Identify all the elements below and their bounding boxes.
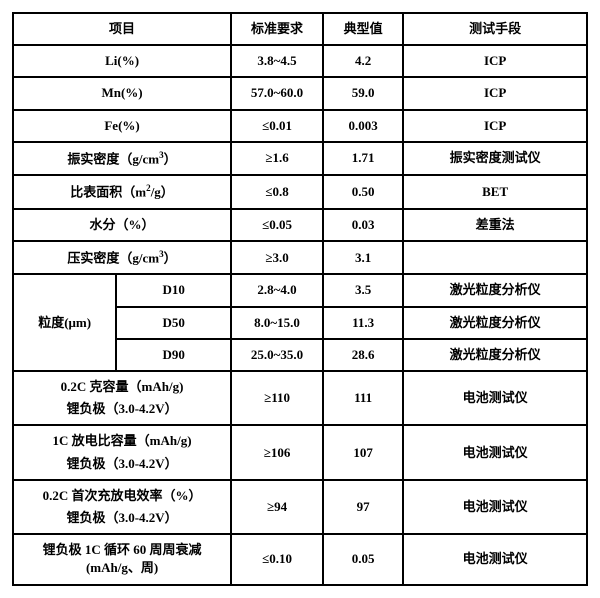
typical-cell: 0.50	[323, 175, 403, 209]
typical-cell: 28.6	[323, 339, 403, 371]
standard-cell: ≥3.0	[231, 241, 323, 275]
item-cell: Li(%)	[13, 45, 231, 77]
method-cell: 电池测试仪	[403, 425, 587, 479]
method-cell: 电池测试仪	[403, 534, 587, 584]
typical-cell: 0.003	[323, 110, 403, 142]
table-row: 1C 放电比容量（mAh/g)锂负极（3.0-4.2V）≥106107电池测试仪	[13, 425, 587, 479]
standard-cell: ≥106	[231, 425, 323, 479]
table-row: 水分（%）≤0.050.03差重法	[13, 209, 587, 241]
standard-cell: ≤0.05	[231, 209, 323, 241]
method-cell: 激光粒度分析仪	[403, 274, 587, 306]
particle-group-cell: 粒度(μm)	[13, 274, 116, 371]
table-row: 0.2C 首次充放电效率（%）锂负极（3.0-4.2V）≥9497电池测试仪	[13, 480, 587, 534]
method-cell: ICP	[403, 110, 587, 142]
standard-cell: ≥94	[231, 480, 323, 534]
particle-sub-cell: D50	[116, 307, 231, 339]
standard-cell: 8.0~15.0	[231, 307, 323, 339]
item-cell: 0.2C 克容量（mAh/g)锂负极（3.0-4.2V）	[13, 371, 231, 425]
typical-cell: 107	[323, 425, 403, 479]
method-cell: 振实密度测试仪	[403, 142, 587, 176]
table-row: 锂负极 1C 循环 60 周周衰减(mAh/g、周)≤0.100.05电池测试仪	[13, 534, 587, 584]
standard-cell: ≤0.10	[231, 534, 323, 584]
typical-cell: 97	[323, 480, 403, 534]
standard-cell: 2.8~4.0	[231, 274, 323, 306]
item-cell: Fe(%)	[13, 110, 231, 142]
item-cell: 振实密度（g/cm3）	[13, 142, 231, 176]
method-cell: 激光粒度分析仪	[403, 339, 587, 371]
table-row: Fe(%)≤0.010.003ICP	[13, 110, 587, 142]
method-cell: ICP	[403, 45, 587, 77]
header-typical: 典型值	[323, 13, 403, 45]
typical-cell: 59.0	[323, 77, 403, 109]
typical-cell: 4.2	[323, 45, 403, 77]
table-row: 0.2C 克容量（mAh/g)锂负极（3.0-4.2V）≥110111电池测试仪	[13, 371, 587, 425]
method-cell: 差重法	[403, 209, 587, 241]
typical-cell: 3.1	[323, 241, 403, 275]
item-cell: 锂负极 1C 循环 60 周周衰减(mAh/g、周)	[13, 534, 231, 584]
method-cell: 电池测试仪	[403, 480, 587, 534]
typical-cell: 1.71	[323, 142, 403, 176]
item-cell: 压实密度（g/cm3）	[13, 241, 231, 275]
standard-cell: ≤0.8	[231, 175, 323, 209]
table-row: 比表面积（m2/g）≤0.80.50BET	[13, 175, 587, 209]
standard-cell: 3.8~4.5	[231, 45, 323, 77]
spec-table: 项目 标准要求 典型值 测试手段 Li(%)3.8~4.54.2ICPMn(%)…	[12, 12, 588, 586]
standard-cell: ≥110	[231, 371, 323, 425]
header-item: 项目	[13, 13, 231, 45]
typical-cell: 0.05	[323, 534, 403, 584]
item-cell: 1C 放电比容量（mAh/g)锂负极（3.0-4.2V）	[13, 425, 231, 479]
header-row: 项目 标准要求 典型值 测试手段	[13, 13, 587, 45]
item-cell: 0.2C 首次充放电效率（%）锂负极（3.0-4.2V）	[13, 480, 231, 534]
item-cell: Mn(%)	[13, 77, 231, 109]
table-row: 振实密度（g/cm3）≥1.61.71振实密度测试仪	[13, 142, 587, 176]
table-row: Mn(%)57.0~60.059.0ICP	[13, 77, 587, 109]
standard-cell: ≥1.6	[231, 142, 323, 176]
header-method: 测试手段	[403, 13, 587, 45]
method-cell: BET	[403, 175, 587, 209]
particle-sub-cell: D10	[116, 274, 231, 306]
table-row: 压实密度（g/cm3）≥3.03.1	[13, 241, 587, 275]
method-cell: 电池测试仪	[403, 371, 587, 425]
typical-cell: 111	[323, 371, 403, 425]
method-cell: 激光粒度分析仪	[403, 307, 587, 339]
standard-cell: 57.0~60.0	[231, 77, 323, 109]
typical-cell: 0.03	[323, 209, 403, 241]
particle-sub-cell: D90	[116, 339, 231, 371]
method-cell	[403, 241, 587, 275]
table-row: 粒度(μm)D102.8~4.03.5激光粒度分析仪	[13, 274, 587, 306]
standard-cell: 25.0~35.0	[231, 339, 323, 371]
typical-cell: 3.5	[323, 274, 403, 306]
header-standard: 标准要求	[231, 13, 323, 45]
method-cell: ICP	[403, 77, 587, 109]
typical-cell: 11.3	[323, 307, 403, 339]
item-cell: 比表面积（m2/g）	[13, 175, 231, 209]
table-row: Li(%)3.8~4.54.2ICP	[13, 45, 587, 77]
standard-cell: ≤0.01	[231, 110, 323, 142]
item-cell: 水分（%）	[13, 209, 231, 241]
